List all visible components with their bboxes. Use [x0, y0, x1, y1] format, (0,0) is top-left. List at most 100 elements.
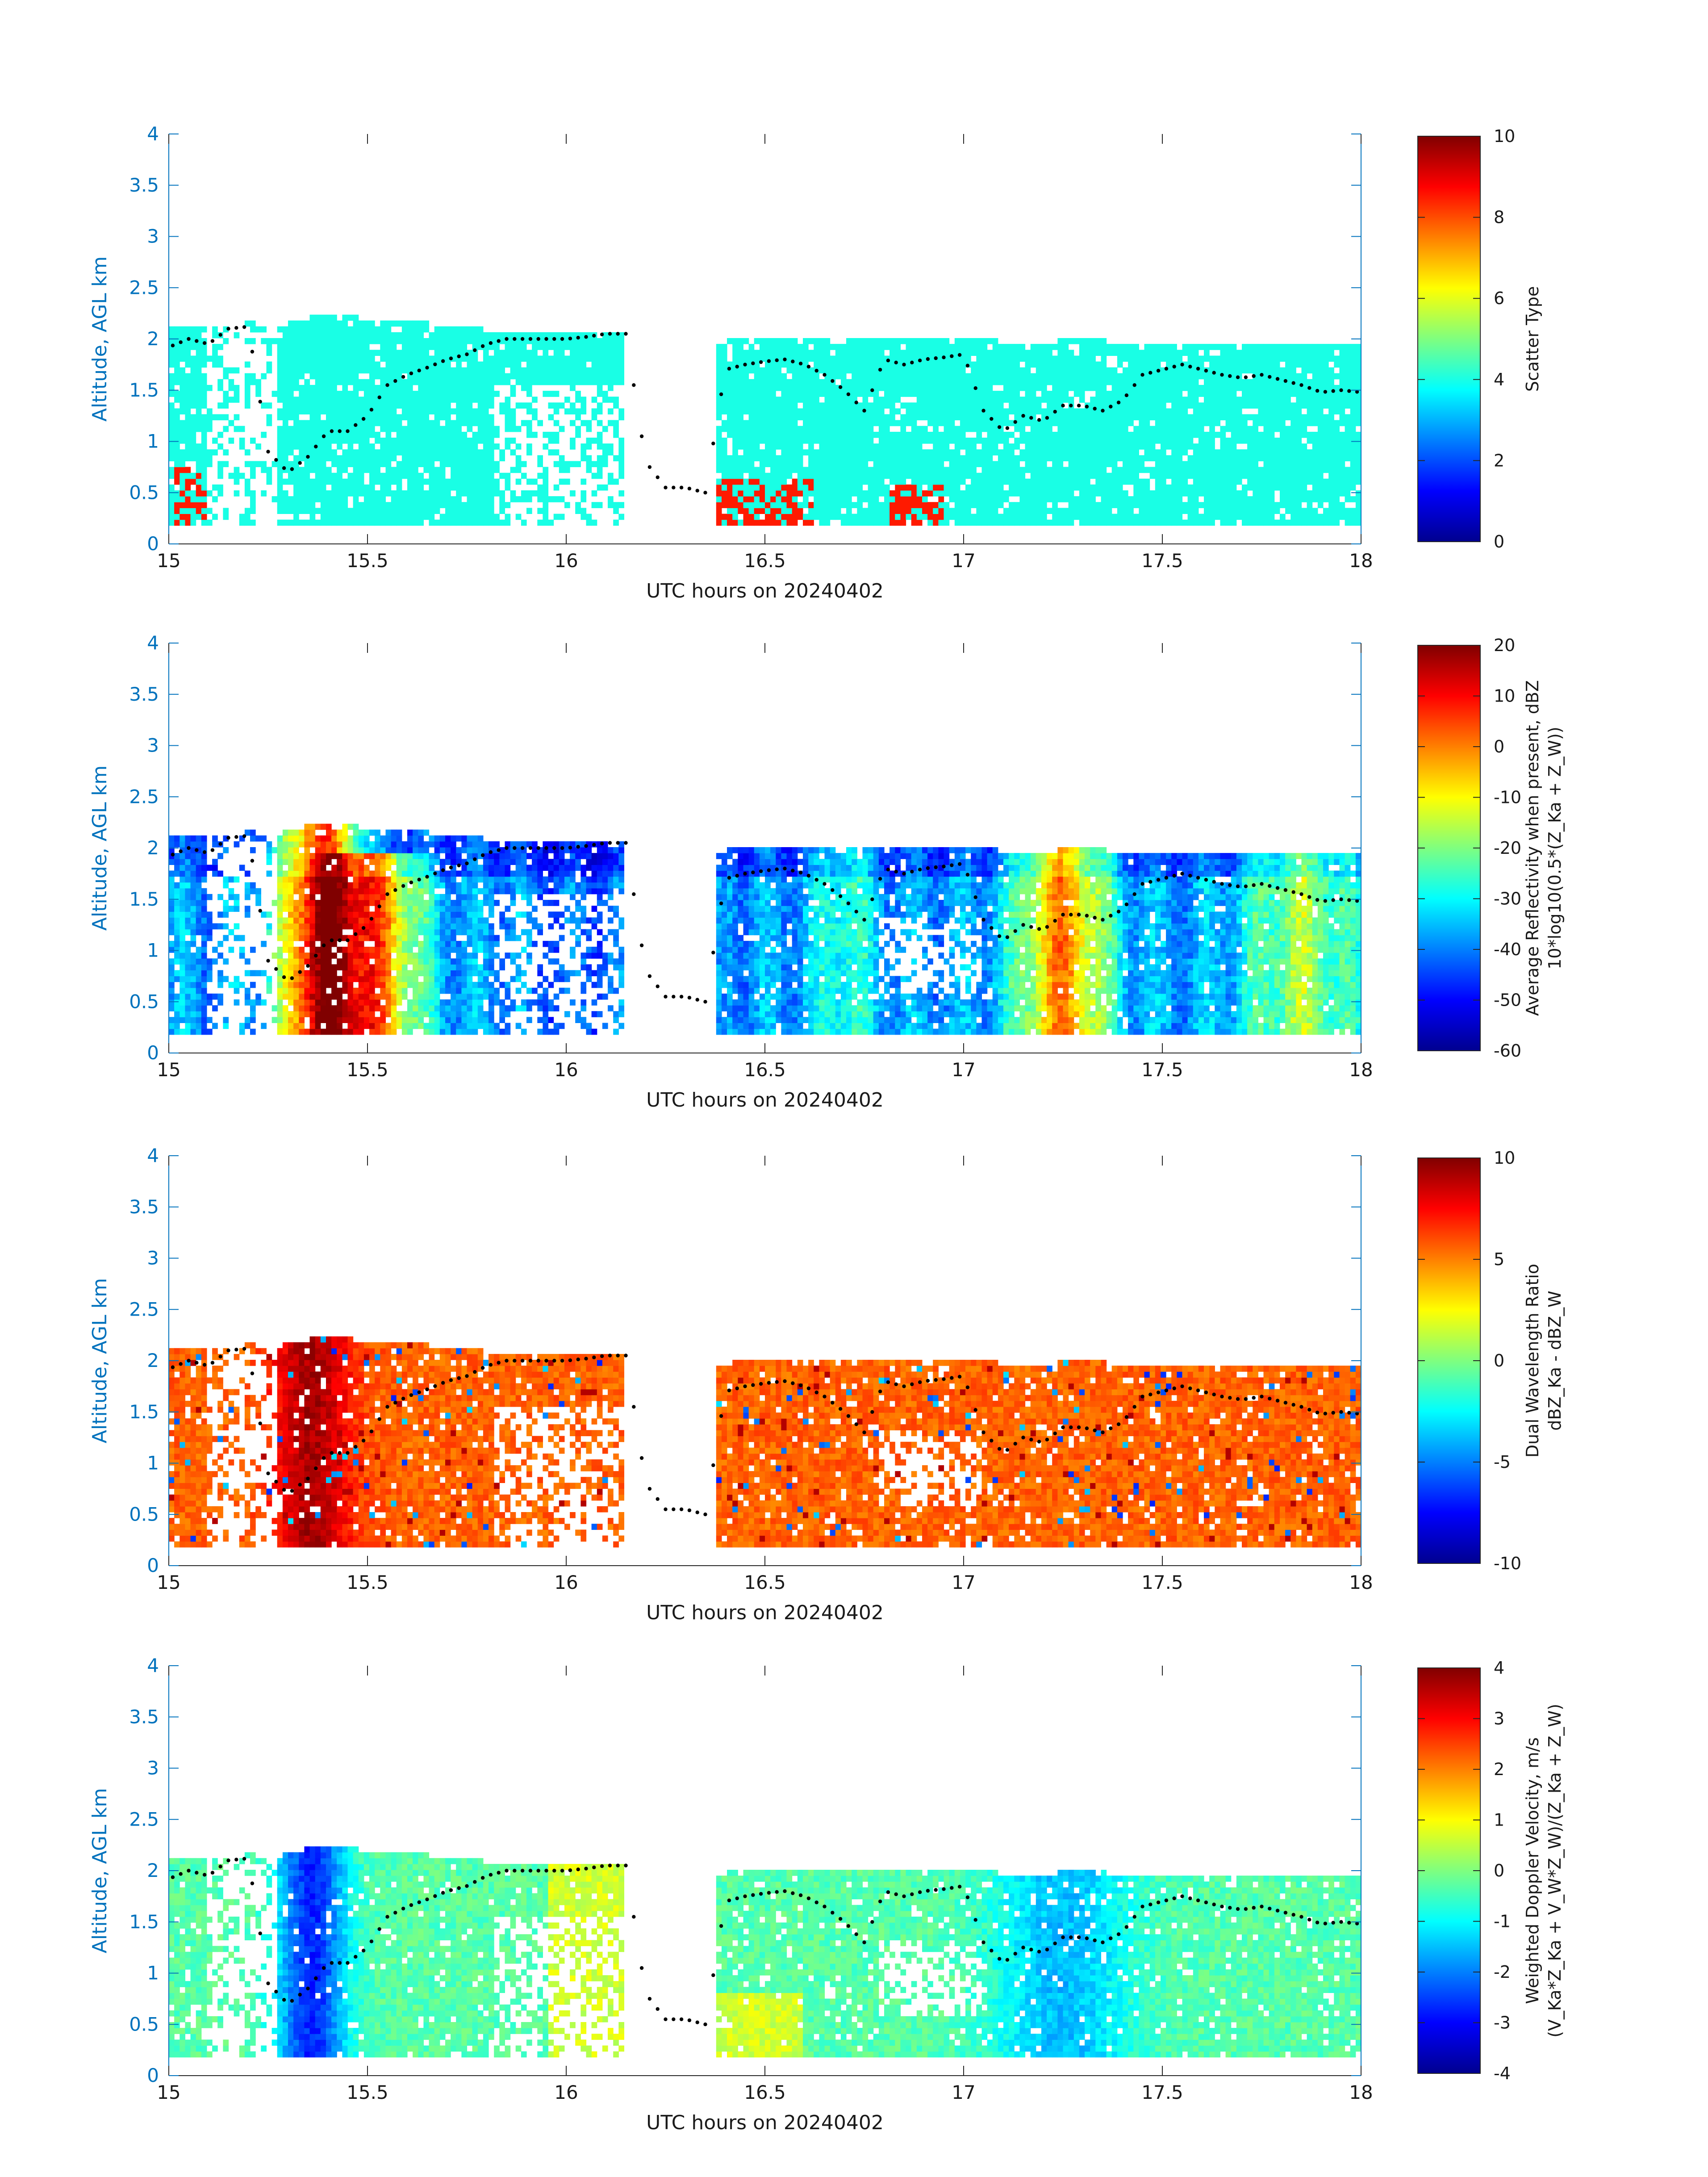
heatmap-cell: [982, 485, 988, 491]
heatmap-cell: [380, 520, 386, 526]
heatmap-cell: [727, 490, 733, 497]
heatmap-cell: [1128, 467, 1134, 473]
heatmap-cell: [1123, 520, 1128, 526]
heatmap-cell: [1014, 508, 1020, 514]
heatmap-cell: [380, 514, 386, 520]
heatmap-cell: [391, 502, 397, 508]
heatmap-cell: [429, 397, 435, 403]
heatmap-cell: [526, 373, 532, 380]
heatmap-cell: [1177, 479, 1182, 485]
heatmap-cell: [321, 514, 326, 520]
heatmap-cell: [1107, 408, 1112, 414]
heatmap-cell: [434, 368, 440, 374]
heatmap-cell: [375, 496, 380, 502]
heatmap-cell: [1150, 391, 1156, 397]
heatmap-cell: [1193, 350, 1199, 356]
heatmap-cell: [1128, 379, 1134, 385]
heatmap-cell: [852, 379, 857, 385]
heatmap-cell: [982, 443, 988, 450]
heatmap-cell: [1204, 508, 1210, 514]
heatmap-cell: [440, 502, 446, 508]
heatmap-cell: [331, 514, 337, 520]
heatmap-cell: [1003, 490, 1009, 497]
heatmap-cell: [960, 355, 966, 362]
heatmap-cell: [814, 449, 819, 455]
heatmap-cell: [770, 426, 776, 432]
heatmap-cell: [499, 496, 505, 502]
heatmap-cell: [965, 490, 971, 497]
heatmap-cell: [434, 350, 440, 356]
heatmap-cell: [1047, 350, 1052, 356]
heatmap-cell: [776, 461, 781, 467]
heatmap-cell: [1025, 514, 1031, 520]
heatmap-cell: [418, 455, 424, 461]
heatmap-cell: [413, 408, 418, 414]
heatmap-cell: [1090, 368, 1096, 374]
heatmap-cell: [1188, 485, 1194, 491]
heatmap-cell: [548, 496, 554, 502]
heatmap-cell: [1047, 379, 1052, 385]
heatmap-cell: [1242, 461, 1248, 467]
heatmap-cell: [445, 496, 451, 502]
heatmap-cell: [299, 355, 305, 362]
heatmap-cell: [1209, 379, 1215, 385]
heatmap-cell: [451, 385, 456, 391]
heatmap-cell: [906, 490, 912, 497]
heatmap-cell: [321, 385, 326, 391]
heatmap-cell: [1069, 426, 1074, 432]
heatmap-cell: [413, 338, 418, 344]
heatmap-cell: [293, 344, 299, 350]
heatmap-cell: [554, 496, 560, 502]
heatmap-cell: [326, 438, 332, 444]
heatmap-cell: [337, 397, 342, 403]
heatmap-cell: [732, 350, 738, 356]
heatmap-cell: [955, 443, 960, 450]
heatmap-cell: [1220, 490, 1226, 497]
heatmap-cell: [174, 391, 180, 397]
heatmap-cell: [889, 520, 895, 526]
heatmap-cell: [342, 502, 348, 508]
heatmap-cell: [223, 461, 229, 467]
heatmap-cell: [792, 397, 798, 403]
heatmap-cell: [1226, 391, 1232, 397]
heatmap-cell: [613, 520, 619, 526]
heatmap-cell: [1095, 414, 1101, 421]
heatmap-cell: [938, 473, 944, 479]
heatmap-cell: [597, 443, 603, 450]
heatmap-cell: [884, 467, 890, 473]
heatmap-cell: [1052, 438, 1058, 444]
heatmap-cell: [787, 508, 793, 514]
heatmap-cell: [830, 502, 836, 508]
heatmap-cell: [391, 455, 397, 461]
heatmap-cell: [776, 520, 781, 526]
heatmap-cell: [217, 362, 223, 368]
heatmap-cell: [261, 373, 267, 380]
heatmap-cell: [423, 402, 429, 409]
heatmap-cell: [489, 455, 494, 461]
heatmap-cell: [798, 368, 803, 374]
heatmap-cell: [982, 402, 988, 409]
heatmap-cell: [478, 373, 484, 380]
heatmap-cell: [364, 332, 370, 338]
heatmap-cell: [754, 502, 760, 508]
heatmap-cell: [478, 432, 484, 438]
heatmap-cell: [1009, 385, 1015, 391]
heatmap-cell: [413, 467, 418, 473]
heatmap-cell: [369, 426, 375, 432]
heatmap-cell: [559, 426, 565, 432]
heatmap-cell: [293, 438, 299, 444]
heatmap-cell: [1052, 373, 1058, 380]
heatmap-cell: [1117, 467, 1123, 473]
heatmap-cell: [580, 397, 586, 403]
heatmap-cell: [965, 338, 971, 344]
heatmap-cell: [949, 467, 955, 473]
heatmap-cell: [570, 344, 576, 350]
heatmap-cell: [304, 479, 310, 485]
heatmap-cell: [196, 490, 202, 497]
heatmap-cell: [1139, 355, 1144, 362]
heatmap-cell: [1199, 490, 1204, 497]
heatmap-cell: [949, 385, 955, 391]
heatmap-cell: [174, 520, 180, 526]
heatmap-cell: [331, 355, 337, 362]
heatmap-cell: [445, 426, 451, 432]
